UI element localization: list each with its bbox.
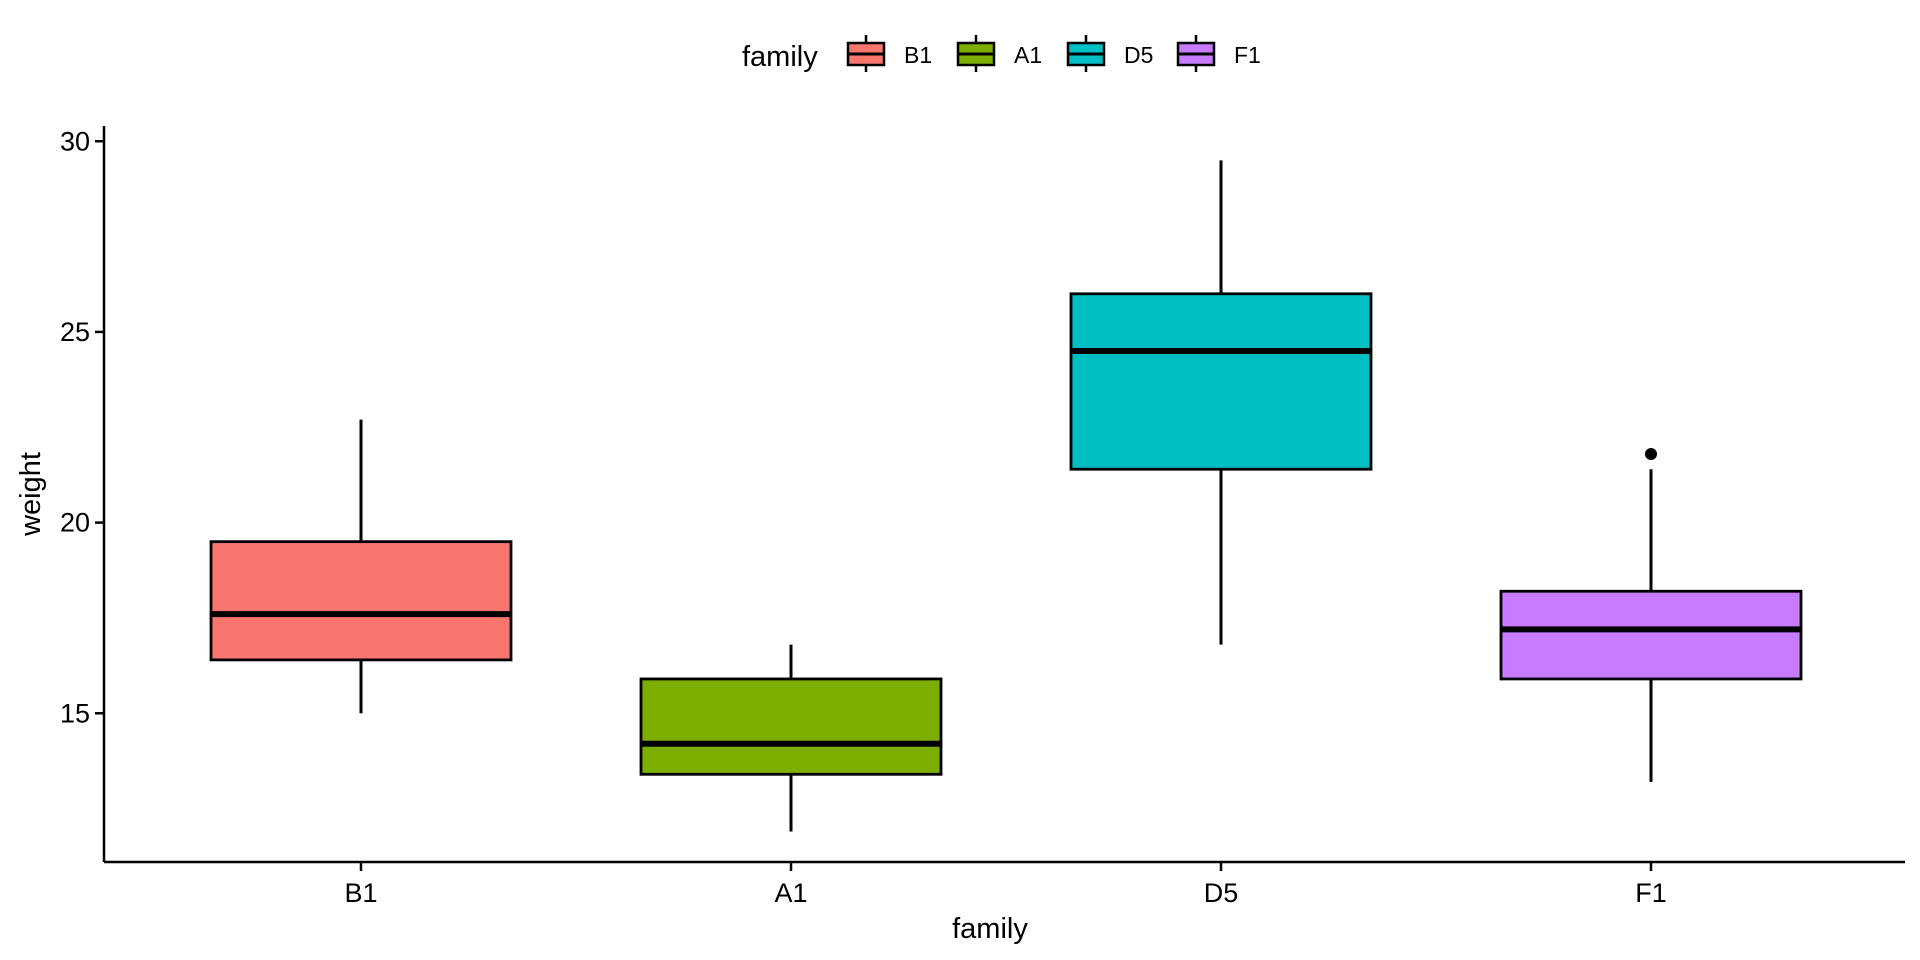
legend-title: family	[742, 41, 818, 73]
box-group	[1499, 447, 1803, 782]
legend-items: B1 A1 D5 F1	[846, 35, 1261, 72]
y-tick-label: 25	[60, 317, 90, 347]
legend-item: D5	[1066, 35, 1153, 72]
x-tick-label: A1	[774, 878, 807, 908]
legend-label: F1	[1234, 42, 1261, 68]
y-tick-label: 30	[60, 126, 90, 156]
legend-item: A1	[956, 35, 1042, 72]
outlier-point	[1645, 447, 1657, 460]
y-axis-title: weight	[15, 452, 47, 537]
box-group	[209, 419, 513, 714]
box-group	[639, 644, 943, 832]
y-tick-label: 15	[60, 698, 90, 728]
legend-item: F1	[1176, 35, 1261, 72]
boxes	[209, 160, 1803, 832]
x-ticks: B1 A1 D5 F1	[344, 862, 1667, 908]
box-group	[1069, 160, 1373, 645]
legend: family B1 A1 D5 F1	[742, 35, 1261, 73]
x-axis-title: family	[952, 913, 1028, 945]
box-iqr	[1069, 292, 1373, 471]
box-iqr	[639, 677, 943, 776]
legend-label: B1	[904, 42, 932, 68]
x-tick-label: D5	[1204, 878, 1239, 908]
y-tick-label: 20	[60, 508, 90, 538]
legend-item: B1	[846, 35, 932, 72]
x-tick-label: F1	[1635, 878, 1667, 908]
box-iqr	[1499, 589, 1803, 681]
plot-area: 15 20 25 30 B1 A1 D5 F1	[60, 126, 1905, 908]
box-iqr	[209, 540, 513, 662]
x-tick-label: B1	[344, 878, 377, 908]
legend-label: A1	[1014, 42, 1042, 68]
y-ticks: 15 20 25 30	[60, 126, 104, 728]
legend-label: D5	[1124, 42, 1153, 68]
